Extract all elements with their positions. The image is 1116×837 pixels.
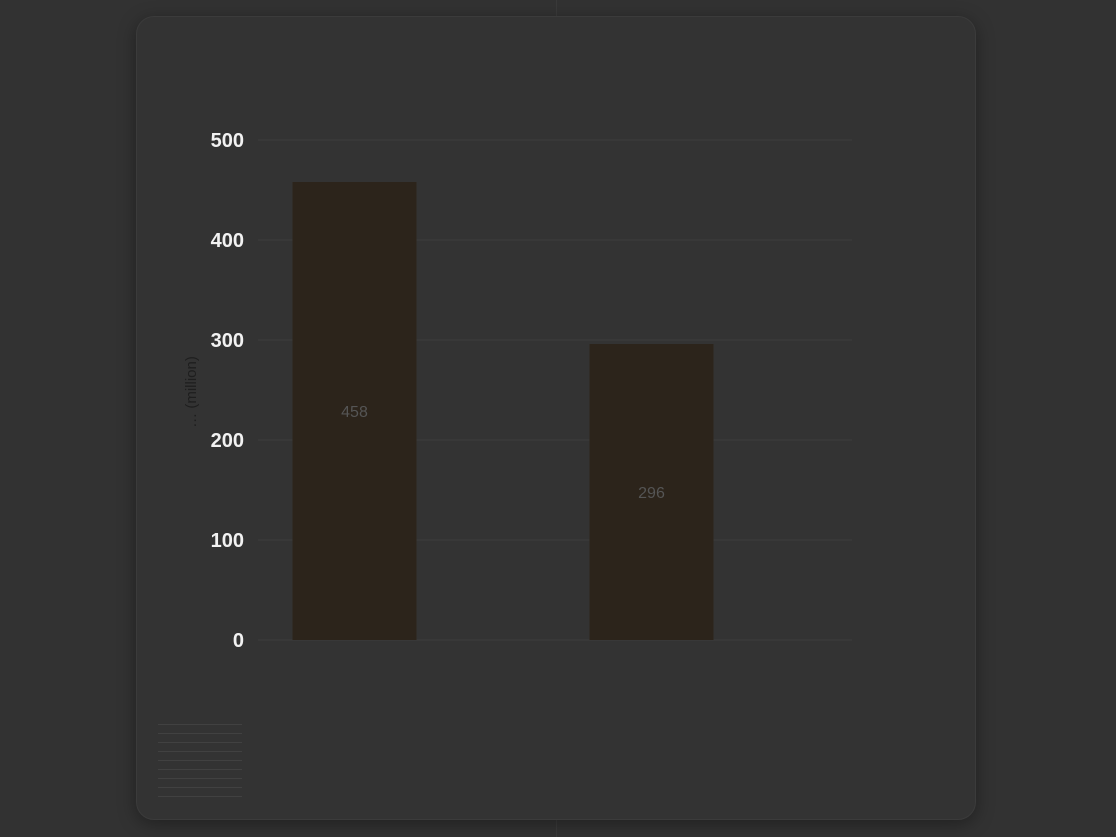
- chart-footer: [158, 724, 966, 800]
- y-tick-label: 500: [211, 130, 244, 152]
- y-tick-label: 100: [211, 530, 244, 552]
- bar-value-label: 296: [638, 485, 665, 502]
- footer-label-block: [158, 724, 242, 800]
- y-tick-label: 400: [211, 230, 244, 252]
- footer-lines-decoration: [158, 724, 242, 800]
- bar-value-label: 458: [341, 404, 368, 421]
- chart-card: [136, 16, 976, 820]
- y-tick-label: 300: [211, 330, 244, 352]
- bar: [292, 182, 417, 640]
- y-axis-ticks: 0 100 200 300 400 500: [211, 130, 244, 652]
- bars: 458 296: [292, 182, 714, 640]
- bar: [589, 344, 714, 640]
- y-axis-label: … (million): [183, 356, 200, 428]
- y-tick-label: 200: [211, 430, 244, 452]
- y-tick-label: 0: [233, 630, 244, 652]
